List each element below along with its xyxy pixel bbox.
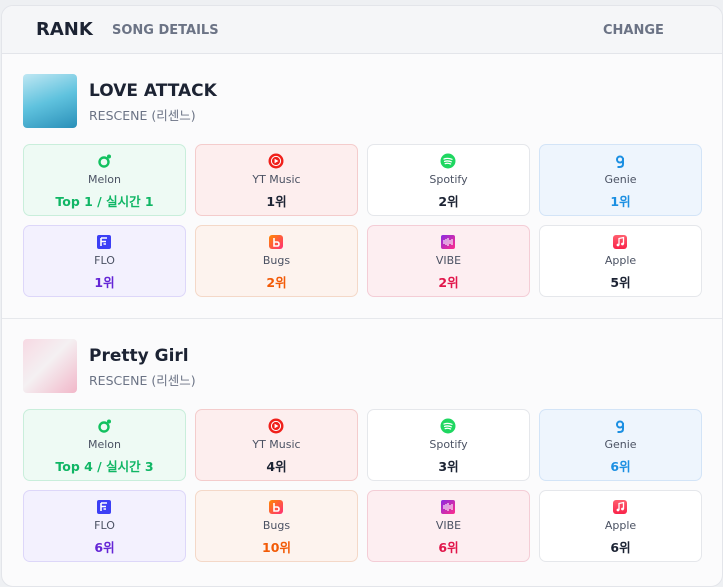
platform-name: Spotify [429,438,468,451]
platform-rank: 2위 [266,275,287,290]
album-art [23,74,77,128]
platform-tile: Spotify 3위 [367,409,530,481]
platform-icon [98,154,111,168]
platform-tile: YT Music 1위 [195,144,358,216]
platform-name: VIBE [435,254,462,267]
tab[interactable]: RANK [36,19,93,40]
platform-rank: Top 4 / 실시간 3 [55,459,154,474]
header: RANK SONG DETAILS CHANGE [2,6,722,54]
platform-name: YT Music [252,173,301,186]
platform-rank: 10위 [262,540,291,555]
platform-name: FLO [94,519,115,532]
platform-tile: Bugs 10위 [195,490,358,562]
song-title: LOVE ATTACK [89,81,217,101]
platform-tile: Bugs 2위 [195,225,358,297]
platform-rank: 2위 [438,275,459,290]
platform-icon [441,235,455,249]
platform-name: YT Music [252,438,301,451]
platform-tile: Apple 5위 [539,225,702,297]
platform-icon [441,500,455,514]
platform-icon [269,500,283,514]
platform-icon [268,418,284,434]
platform-icon [97,500,111,514]
page: RANK SONG DETAILS CHANGE LOVE ATTACK RESC… [1,5,723,587]
change-button[interactable]: CHANGE [603,23,664,38]
platform-tile: VIBE 6위 [367,490,530,562]
platform-icon [616,420,624,433]
platform-rank: 4위 [266,459,287,474]
divider [2,318,722,319]
tab[interactable]: SONG DETAILS [112,23,219,38]
platform-name: Bugs [262,519,291,532]
platform-name: Melon [87,173,122,186]
platform-icon [269,235,283,249]
platform-tile: Melon Top 4 / 실시간 3 [23,409,186,481]
artist: RESCENE (리센느) [89,108,196,123]
platform-name: Apple [604,519,637,532]
platform-icon [440,153,456,169]
platform-rank: 2위 [438,194,459,209]
platform-tile: Genie 1위 [539,144,702,216]
platform-tile: FLO 6위 [23,490,186,562]
platform-tile: Apple 6위 [539,490,702,562]
platform-name: Apple [604,254,637,267]
platform-rank: 6위 [94,540,115,555]
platform-rank: 1위 [610,194,631,209]
platform-icon [613,500,627,514]
song-title: Pretty Girl [89,346,189,366]
platform-tile: Genie 6위 [539,409,702,481]
platform-name: Genie [604,438,637,451]
platform-name: Genie [604,173,637,186]
platform-rank: 6위 [610,540,631,555]
platform-icon [98,419,111,433]
platform-icon [613,235,627,249]
platform-name: VIBE [435,519,462,532]
platform-name: Melon [87,438,122,451]
platform-tile: YT Music 4위 [195,409,358,481]
rank-card: RANK SONG DETAILS CHANGE LOVE ATTACK RESC… [1,5,723,587]
artist: RESCENE (리센느) [89,373,196,388]
platform-rank: Top 1 / 실시간 1 [55,194,154,209]
album-art [23,339,77,393]
platform-rank: 5위 [610,275,631,290]
platform-rank: 6위 [438,540,459,555]
platform-tile: VIBE 2위 [367,225,530,297]
platform-icon [616,155,624,168]
platform-icon [440,418,456,434]
platform-name: FLO [94,254,115,267]
platform-tile: FLO 1위 [23,225,186,297]
platform-rank: 6위 [610,459,631,474]
platform-name: Bugs [262,254,291,267]
platform-rank: 1위 [94,275,115,290]
platform-name: Spotify [429,173,468,186]
platform-icon [268,153,284,169]
platform-icon [97,235,111,249]
platform-rank: 1위 [266,194,287,209]
platform-tile: Spotify 2위 [367,144,530,216]
platform-rank: 3위 [438,459,459,474]
platform-tile: Melon Top 1 / 실시간 1 [23,144,186,216]
